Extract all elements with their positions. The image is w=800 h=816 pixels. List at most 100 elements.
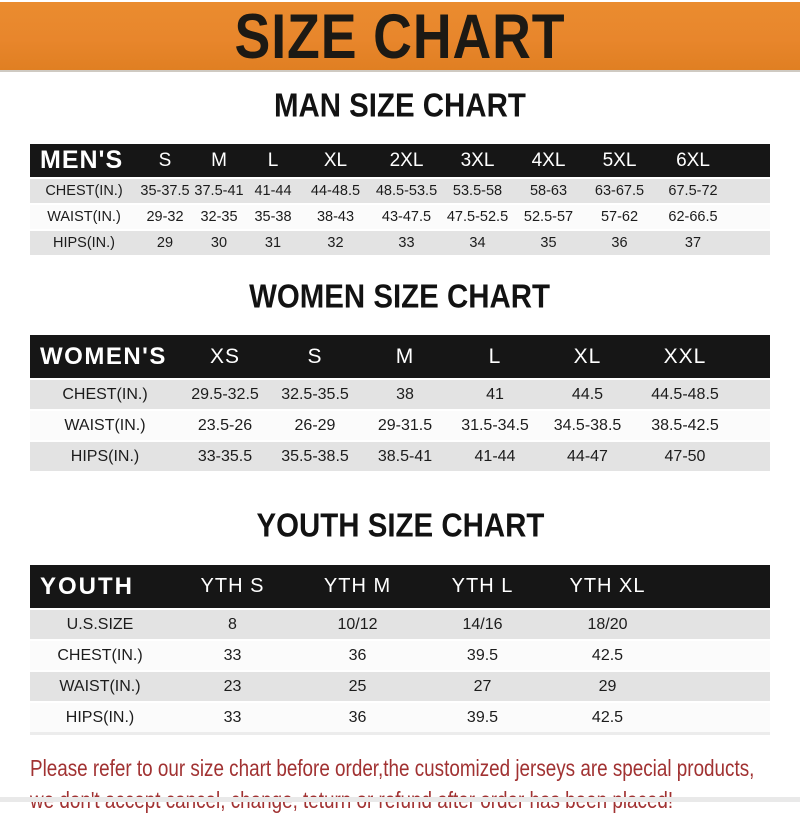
- table-row: HIPS(IN.) 29 30 31 32 33 34 35 36 37: [30, 231, 770, 255]
- size-value-cell: 38: [396, 385, 414, 403]
- size-value-cell: 32: [327, 235, 344, 251]
- size-value-cell: 38.5-41: [377, 447, 433, 465]
- size-value-cell: 23.5-26: [197, 416, 253, 434]
- size-value-cell: 44-47: [567, 447, 608, 465]
- note-line-1: Please refer to our size chart before or…: [30, 755, 755, 781]
- table-header-label: MEN'S: [40, 146, 124, 174]
- size-table-header-row: YOUTH YTH S YTH M YTH L YTH XL: [30, 565, 770, 608]
- size-column-header: XL: [323, 149, 348, 171]
- size-column-header: 2XL: [389, 149, 424, 171]
- man-size-chart-section: MAN SIZE CHART MEN'S S M L XL 2XL 3XL 4XL 5XL 6XL…: [0, 86, 800, 255]
- size-value-cell: 29-32: [146, 209, 184, 225]
- size-column-header: L: [267, 149, 279, 171]
- row-label: CHEST(IN.): [62, 385, 148, 403]
- size-value-cell: 37.5-41: [194, 183, 244, 199]
- banner-title: SIZE CHART: [234, 0, 566, 72]
- size-value-cell: 63-67.5: [594, 183, 645, 199]
- women-section-heading: WOMEN SIZE CHART: [249, 277, 551, 315]
- table-row: WAIST(IN.) 29-32 32-35 35-38 38-43 43-47.5 47.…: [30, 205, 770, 229]
- size-value-cell: 35.5-38.5: [281, 447, 349, 465]
- size-value-cell: 42.5: [591, 646, 624, 664]
- size-value-cell: 34: [469, 235, 486, 251]
- youth-section-heading-wrap: YOUTH SIZE CHART: [0, 506, 800, 550]
- table-row: WAIST(IN.) 23.5-26 26-29 29-31.5 31.5-34.5 34…: [30, 411, 770, 440]
- size-value-cell: 35: [540, 235, 557, 251]
- table-row: HIPS(IN.) 33 36 39.5 42.5: [30, 703, 770, 732]
- man-section-heading-wrap: MAN SIZE CHART: [0, 86, 800, 130]
- size-value-cell: 42.5: [591, 708, 624, 726]
- size-column-header: YTH S: [200, 575, 265, 597]
- size-column-header: M: [211, 149, 227, 171]
- table-row: U.S.SIZE 8 10/12 14/16 18/20: [30, 610, 770, 639]
- size-value-cell: 8: [228, 615, 237, 633]
- size-column-header: M: [395, 344, 415, 368]
- size-column-header: S: [158, 149, 172, 171]
- size-column-header: 6XL: [676, 149, 710, 171]
- size-value-cell: 29: [598, 677, 617, 695]
- size-column-header: 3XL: [460, 149, 495, 171]
- row-label: HIPS(IN.): [70, 447, 140, 465]
- size-value-cell: 31: [264, 235, 282, 251]
- size-value-cell: 27: [473, 677, 492, 695]
- size-value-cell: 44.5-48.5: [651, 385, 719, 403]
- women-size-chart-section: WOMEN SIZE CHART WOMEN'S XS S M L XL XXL CHEST(…: [0, 277, 800, 471]
- size-value-cell: 36: [348, 708, 367, 726]
- size-value-cell: 18/20: [587, 615, 628, 633]
- table-header-label: WOMEN'S: [40, 342, 167, 370]
- size-value-cell: 10/12: [337, 615, 378, 633]
- size-value-cell: 29.5-32.5: [191, 385, 259, 403]
- size-value-cell: 58-63: [529, 183, 568, 199]
- youth-size-chart-section: YOUTH SIZE CHART YOUTH YTH S YTH M YTH L YTH…: [0, 506, 800, 735]
- table-row: CHEST(IN.) 33 36 39.5 42.5: [30, 641, 770, 670]
- size-value-cell: 57-62: [600, 209, 639, 225]
- footer-note: Please refer to our size chart before or…: [0, 752, 800, 816]
- table-row: CHEST(IN.) 29.5-32.5 32.5-35.5 38 41 44.5 44.5…: [30, 380, 770, 409]
- table-row: WAIST(IN.) 23 25 27 29: [30, 672, 770, 701]
- size-value-cell: 47-50: [664, 447, 706, 465]
- table-row: CHEST(IN.) 35-37.5 37.5-41 41-44 44-48.5 48.5…: [30, 179, 770, 203]
- row-label: WAIST(IN.): [64, 416, 146, 434]
- man-section-heading: MAN SIZE CHART: [274, 86, 526, 124]
- size-value-cell: 39.5: [466, 708, 499, 726]
- size-value-cell: 41-44: [474, 447, 516, 465]
- size-value-cell: 36: [348, 646, 367, 664]
- size-value-cell: 44-48.5: [310, 183, 361, 199]
- size-value-cell: 36: [611, 235, 628, 251]
- men-size-table: MEN'S S M L XL 2XL 3XL 4XL 5XL 6XL CHEST(IN.) 35-37…: [30, 144, 770, 255]
- row-label: HIPS(IN.): [52, 235, 116, 251]
- size-value-cell: 37: [684, 235, 702, 251]
- size-column-header: YTH L: [451, 575, 514, 597]
- size-column-header: L: [488, 344, 502, 368]
- size-value-cell: 26-29: [294, 416, 336, 434]
- size-column-header: S: [307, 344, 323, 368]
- size-value-cell: 34.5-38.5: [553, 416, 622, 434]
- size-column-header: XL: [573, 344, 602, 368]
- size-column-header: XS: [209, 344, 240, 368]
- table-row: HIPS(IN.) 33-35.5 35.5-38.5 38.5-41 41-44 44-…: [30, 442, 770, 471]
- size-value-cell: 30: [210, 235, 228, 251]
- size-value-cell: 33: [223, 708, 242, 726]
- youth-size-table: YOUTH YTH S YTH M YTH L YTH XL U.S.SIZE 8 10/12…: [30, 565, 770, 735]
- size-value-cell: 33: [398, 235, 415, 251]
- size-value-cell: 33-35.5: [197, 447, 253, 465]
- size-value-cell: 14/16: [462, 615, 503, 633]
- youth-section-heading: YOUTH SIZE CHART: [256, 506, 544, 544]
- size-column-header: YTH XL: [569, 575, 646, 597]
- size-value-cell: 52.5-57: [523, 209, 574, 225]
- size-column-header: 5XL: [602, 149, 637, 171]
- size-value-cell: 38.5-42.5: [651, 416, 719, 434]
- size-value-cell: 41-44: [254, 183, 292, 199]
- size-table-header-row: WOMEN'S XS S M L XL XXL: [30, 335, 770, 378]
- size-column-header: YTH M: [323, 575, 392, 597]
- size-value-cell: 35-38: [254, 209, 292, 225]
- table-header-label: YOUTH: [40, 572, 134, 600]
- size-column-header: 4XL: [531, 149, 566, 171]
- size-value-cell: 53.5-58: [452, 183, 503, 199]
- row-label: WAIST(IN.): [59, 677, 141, 695]
- size-column-header: XXL: [663, 344, 707, 368]
- row-label: HIPS(IN.): [65, 708, 135, 726]
- size-chart-banner: SIZE CHART: [0, 0, 800, 72]
- size-value-cell: 41: [486, 385, 504, 403]
- row-label: CHEST(IN.): [57, 646, 143, 664]
- row-label: U.S.SIZE: [66, 615, 134, 633]
